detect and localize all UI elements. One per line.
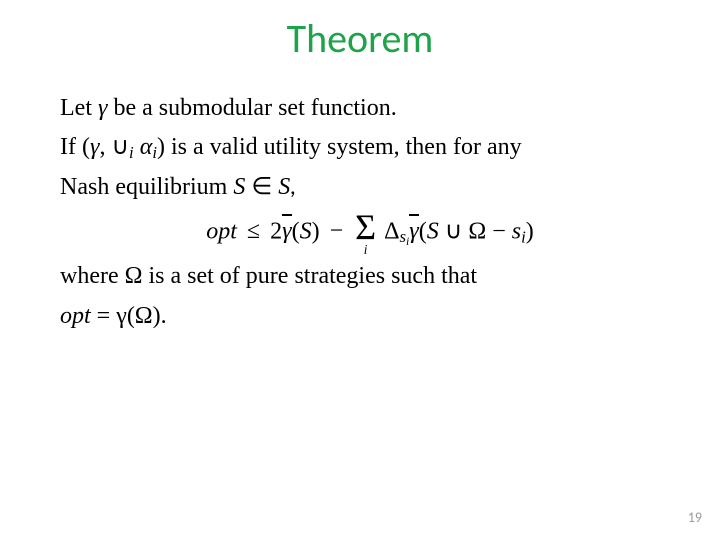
- gamma-bar: γ: [409, 218, 418, 244]
- two: 2: [270, 218, 282, 244]
- line-1: Let γ be a submodular set function.: [60, 90, 660, 127]
- alpha: α: [140, 134, 153, 160]
- opt: opt: [206, 218, 237, 244]
- line-last: opt = γ(Ω).: [60, 298, 660, 335]
- S: S: [233, 174, 245, 200]
- line-3: Nash equilibrium S ∈ S,: [60, 168, 660, 206]
- line-where: where Ω is a set of pure strategies such…: [60, 258, 660, 295]
- sum: Σ i: [355, 209, 376, 257]
- S: S: [300, 218, 312, 244]
- cup: ∪: [111, 134, 129, 160]
- text: Let: [60, 95, 98, 121]
- theorem-body: Let γ be a submodular set function. If (…: [60, 90, 660, 337]
- comma: ,: [290, 172, 296, 201]
- rpar: ): [157, 134, 165, 160]
- sub-i: i: [129, 143, 134, 162]
- sigma-icon: Σ: [355, 209, 376, 245]
- cup: ∪: [445, 218, 463, 244]
- le: ≤: [243, 218, 264, 244]
- minus: −: [326, 218, 348, 244]
- opt: opt: [60, 303, 91, 329]
- rpar: ): [526, 218, 534, 244]
- lpar: (: [292, 218, 300, 244]
- Delta: Δ: [384, 218, 399, 244]
- text: where: [60, 263, 125, 289]
- Omega: Ω: [125, 263, 143, 289]
- lpar: (: [419, 218, 427, 244]
- S-set: S: [278, 174, 290, 200]
- line-2: If (γ, ∪i αi) is a valid utility system,…: [60, 129, 660, 166]
- S: S: [427, 218, 439, 244]
- formula: opt ≤ 2γ(S) − Σ i Δsiγ(S ∪ Ω − si): [60, 209, 660, 257]
- slide-title: Theorem: [0, 0, 720, 63]
- text: be a submodular set function.: [107, 95, 396, 121]
- text: is a valid utility system, then for any: [165, 134, 522, 160]
- comma: ,: [99, 134, 105, 160]
- text: Nash equilibrium: [60, 174, 233, 200]
- minus: −: [492, 218, 506, 244]
- text: is a set of pure strategies such that: [142, 263, 477, 289]
- slide: Theorem Let γ be a submodular set functi…: [0, 0, 720, 540]
- s: s: [512, 218, 521, 244]
- in: ∈: [251, 174, 272, 200]
- title-text: Theorem: [287, 14, 434, 63]
- gamma-bar: γ: [282, 218, 291, 244]
- text: If: [60, 134, 82, 160]
- lpar: (: [82, 134, 90, 160]
- text: = γ(Ω).: [91, 303, 167, 329]
- rpar: ): [312, 218, 320, 244]
- sub-si: si: [400, 227, 410, 246]
- Omega: Ω: [468, 218, 486, 244]
- page-number: 19: [688, 509, 702, 526]
